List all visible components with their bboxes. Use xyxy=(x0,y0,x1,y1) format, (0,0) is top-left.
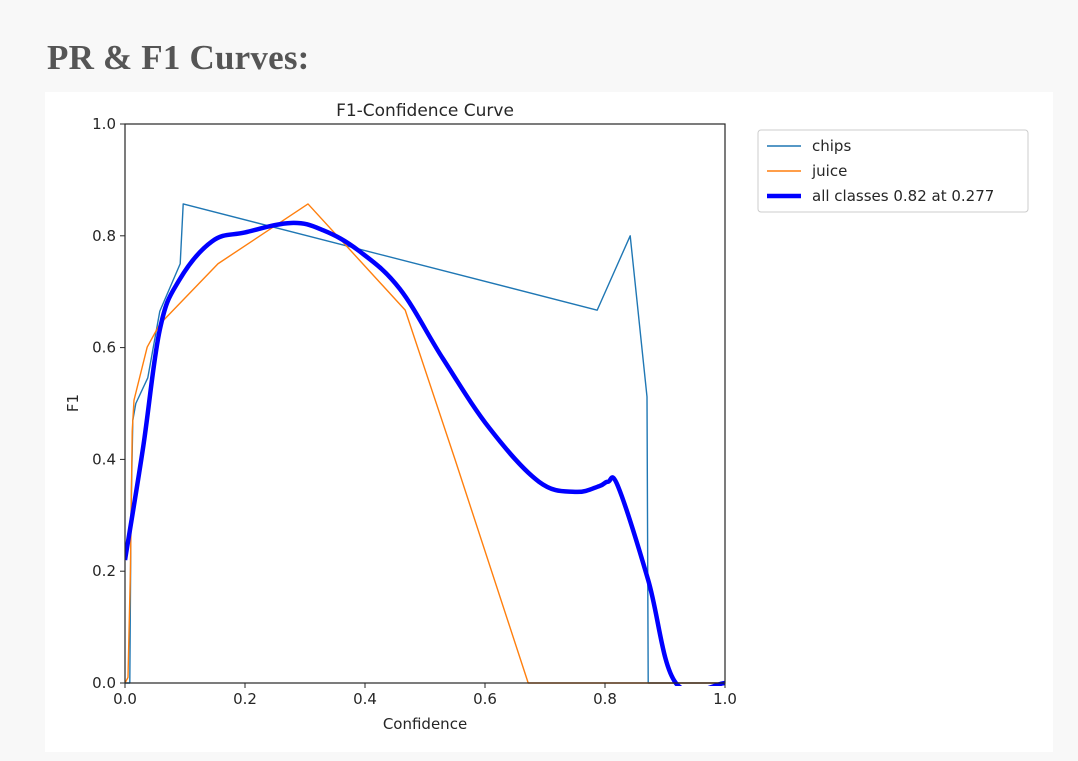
x-axis-label: Confidence xyxy=(383,715,467,733)
page-heading: PR & F1 Curves: xyxy=(47,38,310,77)
legend: chips juice all classes 0.82 at 0.277 xyxy=(757,129,1029,213)
y-tick-label: 0.6 xyxy=(92,339,116,357)
series-line-all xyxy=(125,220,725,686)
x-tick-label: 0.8 xyxy=(593,690,617,708)
legend-label-chips: chips xyxy=(812,137,851,155)
y-tick-label: 0.2 xyxy=(92,562,116,580)
chart-canvas: F1-Confidence Curve 0.0 0.2 0.4 0.6 0.8 1.0 0… xyxy=(64,101,1029,733)
chart-title: F1-Confidence Curve xyxy=(336,101,514,121)
x-tick-label: 0.4 xyxy=(353,690,377,708)
x-tick-label: 0.6 xyxy=(473,690,497,708)
x-tick-label: 1.0 xyxy=(713,690,737,708)
legend-label-all-classes: all classes 0.82 at 0.277 xyxy=(812,187,994,205)
y-axis: 0.0 0.2 0.4 0.6 0.8 1.0 xyxy=(92,115,125,692)
y-axis-label: F1 xyxy=(64,394,82,412)
y-tick-label: 0.8 xyxy=(92,227,116,245)
legend-box xyxy=(757,129,1029,213)
f1-confidence-chart: F1-Confidence Curve 0.0 0.2 0.4 0.6 0.8 1.0 0… xyxy=(45,92,1053,752)
y-tick-label: 1.0 xyxy=(92,115,116,133)
series-line-chips xyxy=(125,203,725,684)
y-tick-label: 0.4 xyxy=(92,450,116,468)
legend-label-juice: juice xyxy=(811,162,847,180)
x-tick-label: 0.0 xyxy=(113,690,137,708)
x-tick-label: 0.2 xyxy=(233,690,257,708)
plot-frame xyxy=(124,123,726,684)
y-tick-label: 0.0 xyxy=(92,674,116,692)
x-axis: 0.0 0.2 0.4 0.6 0.8 1.0 xyxy=(113,683,737,708)
